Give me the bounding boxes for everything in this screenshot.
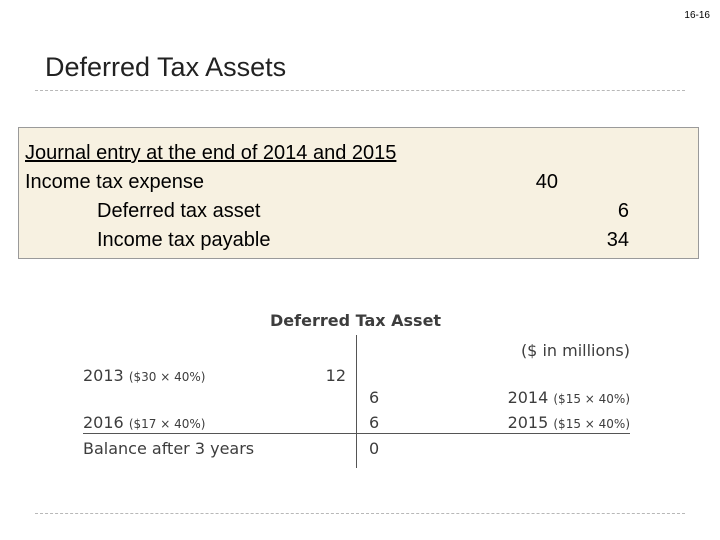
balance: 0 (369, 439, 380, 458)
unit: ($ in millions) (520, 341, 630, 360)
row-label: 2016 ($17 × 40%) (83, 413, 205, 434)
calc: ($17 × 40%) (128, 417, 206, 431)
calc: ($15 × 40%) (553, 392, 630, 406)
debit: 12 (325, 366, 346, 385)
credit: 6 (617, 200, 629, 222)
account: Deferred tax asset (97, 200, 261, 222)
account: Income tax payable (97, 229, 271, 251)
row-label: 2015 ($15 × 40%) (508, 413, 630, 434)
credit: 6 (369, 388, 380, 407)
debit: 40 (535, 171, 558, 193)
divider (35, 513, 685, 514)
credit: 34 (606, 229, 629, 251)
row-label: 2013 ($30 × 40%) (83, 366, 205, 387)
t-account-title: Deferred Tax Asset (270, 311, 442, 330)
year: 2013 (83, 366, 124, 385)
calc: ($15 × 40%) (553, 417, 630, 431)
t-vertical-line (356, 335, 357, 468)
journal-heading: Journal entry at the end of 2014 and 201… (25, 142, 397, 164)
calc: ($30 × 40%) (128, 370, 206, 384)
row-label: 2014 ($15 × 40%) (508, 388, 630, 409)
balance-label: Balance after 3 years (83, 439, 255, 458)
slide-title: Deferred Tax Assets (45, 52, 287, 82)
divider (35, 90, 685, 91)
year: 2015 (507, 413, 549, 432)
journal-box (18, 127, 699, 259)
t-horizontal-line (83, 433, 630, 434)
year: 2014 (507, 388, 549, 407)
year: 2016 (83, 413, 124, 432)
account: Income tax expense (25, 171, 204, 193)
page-number: 16-16 (684, 10, 710, 21)
credit: 6 (369, 413, 380, 432)
